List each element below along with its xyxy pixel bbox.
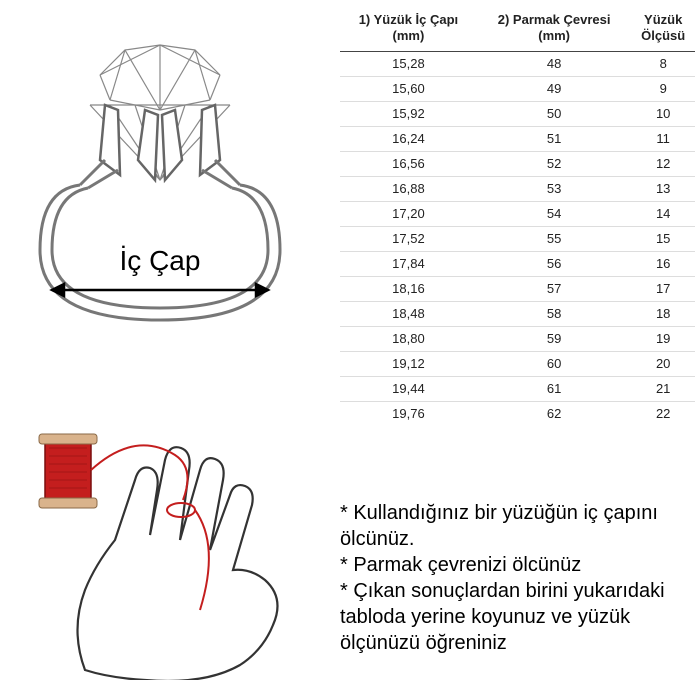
- table-cell: 52: [477, 151, 631, 176]
- table-cell: 18: [631, 301, 695, 326]
- table-cell: 8: [631, 51, 695, 76]
- ring-size-table-area: 1) Yüzük İç Çapı(mm) 2) Parmak Çevresi(m…: [340, 8, 695, 426]
- table-cell: 58: [477, 301, 631, 326]
- table-cell: 14: [631, 201, 695, 226]
- ring-size-table: 1) Yüzük İç Çapı(mm) 2) Parmak Çevresi(m…: [340, 8, 695, 426]
- table-cell: 15,92: [340, 101, 477, 126]
- table-cell: 21: [631, 376, 695, 401]
- ring-svg: [10, 10, 310, 350]
- table-cell: 17,52: [340, 226, 477, 251]
- table-cell: 16: [631, 251, 695, 276]
- table-cell: 15: [631, 226, 695, 251]
- instruction-line: * Çıkan sonuçlardan birini yukarıdaki ta…: [340, 578, 690, 656]
- table-row: 17,845616: [340, 251, 695, 276]
- table-cell: 62: [477, 401, 631, 426]
- table-header-row: 1) Yüzük İç Çapı(mm) 2) Parmak Çevresi(m…: [340, 8, 695, 51]
- table-cell: 51: [477, 126, 631, 151]
- table-row: 15,28488: [340, 51, 695, 76]
- table-cell: 19,44: [340, 376, 477, 401]
- table-row: 15,925010: [340, 101, 695, 126]
- table-cell: 19: [631, 326, 695, 351]
- table-row: 18,165717: [340, 276, 695, 301]
- hand-svg: [15, 400, 315, 680]
- table-cell: 18,48: [340, 301, 477, 326]
- instructions-block: * Kullandığınız bir yüzüğün iç çapını öl…: [340, 500, 690, 656]
- table-row: 18,805919: [340, 326, 695, 351]
- inner-diameter-label: İç Çap: [60, 245, 260, 277]
- table-cell: 15,28: [340, 51, 477, 76]
- instruction-line: * Parmak çevrenizi ölcünüz: [340, 552, 690, 578]
- table-cell: 53: [477, 176, 631, 201]
- table-cell: 10: [631, 101, 695, 126]
- table-cell: 55: [477, 226, 631, 251]
- table-row: 16,565212: [340, 151, 695, 176]
- table-cell: 16,88: [340, 176, 477, 201]
- col-header-circumference: 2) Parmak Çevresi(mm): [477, 8, 631, 51]
- table-row: 17,205414: [340, 201, 695, 226]
- table-row: 19,766222: [340, 401, 695, 426]
- table-cell: 9: [631, 76, 695, 101]
- hand-illustration: [15, 400, 315, 680]
- table-cell: 54: [477, 201, 631, 226]
- table-cell: 61: [477, 376, 631, 401]
- table-cell: 12: [631, 151, 695, 176]
- table-cell: 15,60: [340, 76, 477, 101]
- table-cell: 50: [477, 101, 631, 126]
- table-row: 16,245111: [340, 126, 695, 151]
- table-cell: 17,84: [340, 251, 477, 276]
- table-cell: 19,76: [340, 401, 477, 426]
- table-row: 17,525515: [340, 226, 695, 251]
- table-cell: 18,16: [340, 276, 477, 301]
- table-cell: 19,12: [340, 351, 477, 376]
- table-row: 15,60499: [340, 76, 695, 101]
- table-cell: 48: [477, 51, 631, 76]
- table-row: 16,885313: [340, 176, 695, 201]
- table-row: 19,126020: [340, 351, 695, 376]
- table-cell: 60: [477, 351, 631, 376]
- table-cell: 18,80: [340, 326, 477, 351]
- table-row: 19,446121: [340, 376, 695, 401]
- table-cell: 16,24: [340, 126, 477, 151]
- table-cell: 20: [631, 351, 695, 376]
- table-cell: 22: [631, 401, 695, 426]
- table-cell: 49: [477, 76, 631, 101]
- table-cell: 11: [631, 126, 695, 151]
- table-cell: 17: [631, 276, 695, 301]
- table-cell: 16,56: [340, 151, 477, 176]
- table-cell: 56: [477, 251, 631, 276]
- table-row: 18,485818: [340, 301, 695, 326]
- ring-illustration: İç Çap: [10, 10, 310, 350]
- instruction-line: * Kullandığınız bir yüzüğün iç çapını öl…: [340, 500, 690, 552]
- col-header-diameter: 1) Yüzük İç Çapı(mm): [340, 8, 477, 51]
- table-cell: 17,20: [340, 201, 477, 226]
- col-header-size: YüzükÖlçüsü: [631, 8, 695, 51]
- table-cell: 13: [631, 176, 695, 201]
- table-cell: 59: [477, 326, 631, 351]
- table-cell: 57: [477, 276, 631, 301]
